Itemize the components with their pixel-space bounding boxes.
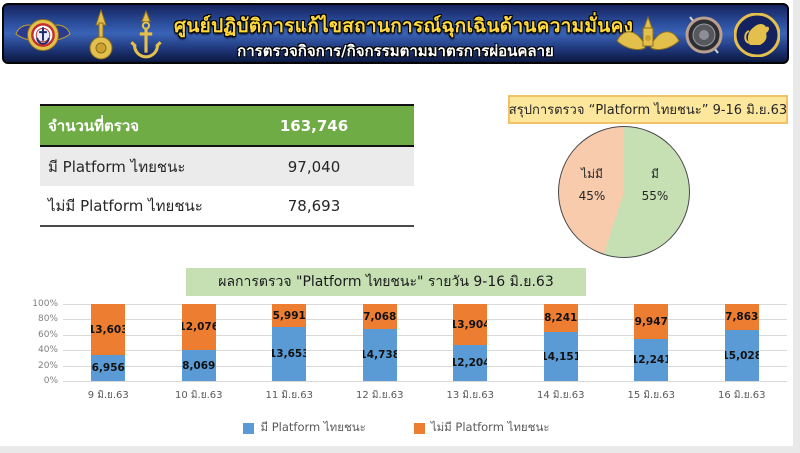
legend-item: ไม่มี Platform ไทยชนะ [413, 419, 550, 437]
pie-pct-no: 45% [578, 189, 606, 203]
x-tick-label: 12 มิ.ย.63 [356, 390, 404, 401]
stacked-bar: 13,603 6,956 [91, 304, 126, 381]
bar-segment-no-platform: 5,991 [272, 304, 307, 327]
bar-group: 5,991 13,653 [244, 304, 335, 381]
pie-label-no: ไม่มี [581, 167, 603, 181]
y-tick-label: 20% [37, 360, 58, 371]
bar-segment-has-platform: 15,028 [724, 330, 759, 381]
bar-chart-title: ผลการตรวจ "Platform ไทยชนะ" รายวัน 9-16 … [186, 268, 586, 296]
bar-group: 9,947 12,241 [606, 304, 697, 381]
table-value-has-platform: 97,040 [287, 157, 341, 176]
stacked-bar: 12,076 8,069 [181, 304, 216, 381]
bar-segment-has-platform: 12,204 [453, 345, 488, 381]
y-tick-label: 100% [32, 299, 58, 309]
x-tick-label: 13 มิ.ย.63 [446, 390, 494, 401]
table-label-total: จำนวนที่ตรวจ [48, 116, 140, 135]
bar-chart-legend: มี Platform ไทยชนะ ไม่มี Platform ไทยชนะ [0, 419, 793, 437]
table-value-no-platform: 78,693 [287, 196, 341, 215]
bar-group: 7,068 14,738 [335, 304, 426, 381]
stacked-bar: 7,068 14,738 [362, 304, 397, 381]
bar-group: 12,076 8,069 [154, 304, 245, 381]
gridline [63, 304, 787, 305]
x-tick-label: 15 มิ.ย.63 [627, 390, 675, 401]
bar-segment-has-platform: 14,738 [362, 329, 397, 381]
royal-thai-army-emblem-icon [88, 8, 114, 67]
ministry-of-interior-emblem-icon [733, 12, 781, 61]
gridline [63, 350, 787, 352]
pie-chart-title: สรุปการตรวจ “Platform ไทยชนะ” 9-16 มิ.ย.… [508, 95, 788, 124]
bar-segment-no-platform: 13,603 [91, 304, 126, 355]
x-tick-label: 10 มิ.ย.63 [175, 390, 223, 401]
summary-table: จำนวนที่ตรวจ 163,746 มี Platform ไทยชนะ … [40, 104, 414, 227]
slide: ศูนย์ปฏิบัติการแก้ไขสถานการณ์ฉุกเฉินด้าน… [0, 0, 793, 446]
y-tick-label: 60% [37, 329, 58, 340]
bar-segment-no-platform: 13,904 [453, 304, 488, 345]
bar-segment-no-platform: 7,863 [724, 304, 759, 330]
gridline [63, 365, 787, 367]
table-row-total: จำนวนที่ตรวจ 163,746 [40, 104, 414, 147]
x-tick-label: 9 มิ.ย.63 [87, 390, 129, 401]
y-tick-label: 40% [37, 345, 58, 356]
bar-chart-x-axis: 9 มิ.ย.63 10 มิ.ย.63 11 มิ.ย.63 12 มิ.ย.63 1… [63, 388, 787, 403]
table-value-total: 163,746 [279, 116, 349, 135]
table-row-no-platform: ไม่มี Platform ไทยชนะ 78,693 [40, 186, 414, 225]
pie-label-yes: มี [651, 167, 659, 181]
royal-thai-air-force-emblem-icon [616, 14, 680, 62]
stacked-bar: 7,863 15,028 [724, 304, 759, 381]
header-title-line1: ศูนย์ปฏิบัติการแก้ไขสถานการณ์ฉุกเฉินด้าน… [174, 15, 634, 37]
bar-segment-has-platform: 14,151 [543, 332, 578, 381]
bar-chart-plot-area: 13,603 6,956 12,076 8,069 5,991 13,653 7,068 14… [63, 304, 787, 381]
gridline [63, 381, 787, 382]
legend-item: มี Platform ไทยชนะ [243, 419, 366, 437]
x-tick-label: 14 มิ.ย.63 [537, 390, 585, 401]
royal-thai-navy-emblem-icon [130, 9, 162, 67]
royal-thai-police-emblem-icon [684, 15, 724, 59]
bar-group: 13,603 6,956 [63, 304, 154, 381]
legend-swatch-icon [243, 422, 255, 434]
table-row-has-platform: มี Platform ไทยชนะ 97,040 [40, 147, 414, 186]
stacked-bar: 13,904 12,204 [453, 304, 488, 381]
y-tick-label: 0% [43, 376, 58, 386]
bar-group: 13,904 12,204 [425, 304, 516, 381]
royal-thai-armed-forces-emblem-icon [14, 12, 72, 62]
legend-label: มี Platform ไทยชนะ [260, 420, 366, 434]
stacked-bar: 8,241 14,151 [543, 304, 578, 381]
bar-segment-has-platform: 13,653 [272, 327, 307, 381]
gridline [63, 319, 787, 321]
header-band: ศูนย์ปฏิบัติการแก้ไขสถานการณ์ฉุกเฉินด้าน… [2, 3, 789, 64]
bar-segment-no-platform: 9,947 [634, 304, 669, 339]
bar-segment-no-platform: 7,068 [362, 304, 397, 329]
stacked-bar: 9,947 12,241 [634, 304, 669, 381]
y-tick-label: 80% [37, 314, 58, 325]
bar-segment-no-platform: 8,241 [543, 304, 578, 332]
bar-segment-no-platform: 12,076 [181, 304, 216, 350]
table-label-no-platform: ไม่มี Platform ไทยชนะ [48, 196, 203, 215]
x-tick-label: 11 มิ.ย.63 [265, 390, 313, 401]
pie-chart: ไม่มี 45% มี 55% [558, 126, 690, 258]
legend-label: ไม่มี Platform ไทยชนะ [430, 420, 550, 434]
table-label-has-platform: มี Platform ไทยชนะ [48, 157, 186, 176]
bar-segment-has-platform: 12,241 [634, 339, 669, 381]
header-title-line2: การตรวจกิจการ/กิจกรรมตามมาตรการผ่อนคลาย [237, 42, 554, 60]
pie-pct-yes: 55% [641, 189, 669, 203]
legend-swatch-icon [413, 422, 425, 434]
stacked-bar: 5,991 13,653 [272, 304, 307, 381]
bar-segment-has-platform: 8,069 [181, 350, 216, 381]
x-tick-label: 16 มิ.ย.63 [718, 390, 766, 401]
bar-segment-has-platform: 6,956 [91, 355, 126, 381]
bar-group: 7,863 15,028 [697, 304, 788, 381]
gridline [63, 334, 787, 336]
bar-group: 8,241 14,151 [516, 304, 607, 381]
